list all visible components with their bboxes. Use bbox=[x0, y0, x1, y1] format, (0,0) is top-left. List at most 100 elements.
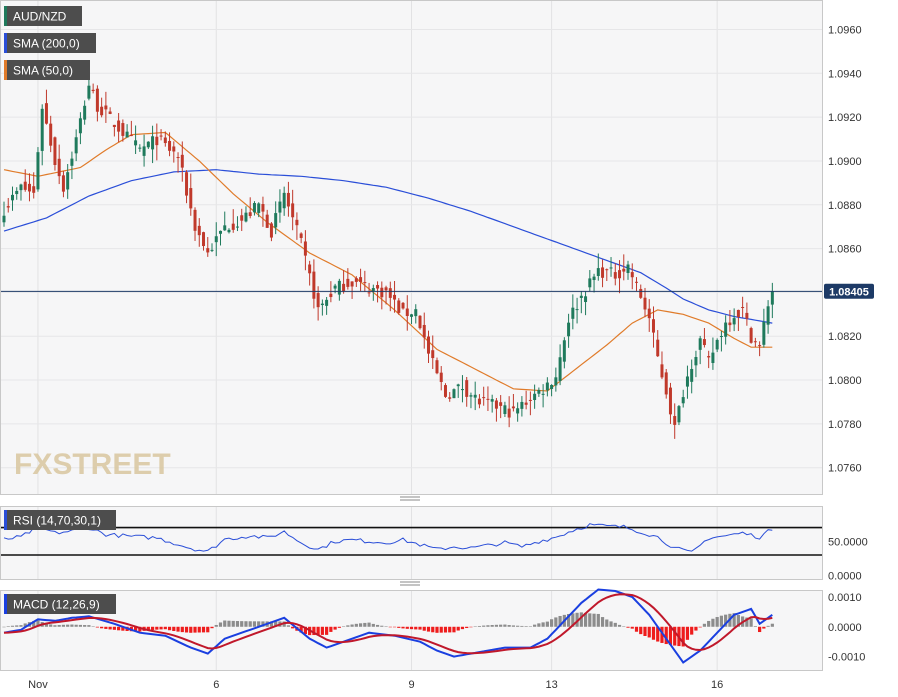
macd-histogram-bar bbox=[758, 626, 762, 633]
candle bbox=[295, 212, 299, 240]
x-tick-label: 6 bbox=[213, 679, 219, 691]
candle bbox=[27, 173, 31, 202]
candle bbox=[418, 315, 422, 330]
candle bbox=[49, 115, 53, 153]
macd-histogram-bar bbox=[651, 626, 656, 640]
candle bbox=[53, 136, 57, 171]
legend-rsi[interactable]: RSI (14,70,30,1) bbox=[4, 510, 116, 530]
macd-histogram-bar bbox=[401, 626, 405, 629]
macd-histogram-bar bbox=[210, 626, 214, 629]
candle bbox=[579, 291, 583, 314]
candle bbox=[745, 302, 749, 326]
macd-layer bbox=[2, 588, 774, 664]
candle bbox=[74, 129, 78, 162]
macd-histogram-bar bbox=[286, 625, 291, 627]
candle bbox=[601, 259, 605, 288]
candle bbox=[596, 253, 600, 281]
candle bbox=[371, 284, 375, 301]
macd-histogram-bar bbox=[762, 626, 766, 629]
candle bbox=[2, 201, 6, 227]
macd-histogram-bar bbox=[579, 612, 583, 627]
candle bbox=[210, 243, 214, 253]
macd-histogram-bar bbox=[698, 626, 702, 628]
legend-sma200-label: SMA (200,0) bbox=[13, 37, 80, 51]
candle bbox=[545, 377, 549, 397]
candle bbox=[44, 89, 48, 125]
macd-histogram-bar bbox=[592, 613, 596, 627]
candle bbox=[151, 125, 155, 164]
macd-histogram-bar bbox=[405, 626, 409, 629]
candle bbox=[422, 312, 426, 349]
candle bbox=[40, 104, 44, 166]
legend-aud-nzd[interactable]: AUD/NZD bbox=[4, 6, 82, 26]
candle bbox=[749, 326, 753, 344]
macd-histogram-bar bbox=[647, 626, 651, 638]
macd-histogram-bar bbox=[473, 626, 477, 628]
candle bbox=[528, 391, 532, 416]
candle bbox=[291, 189, 295, 231]
candle bbox=[286, 181, 290, 217]
sma200-path bbox=[3, 169, 773, 324]
candle bbox=[401, 302, 405, 310]
candle bbox=[202, 231, 206, 251]
macd-histogram-bar bbox=[583, 612, 588, 627]
candle bbox=[70, 151, 74, 180]
candle bbox=[690, 359, 694, 394]
macd-histogram-bar bbox=[634, 626, 639, 632]
macd-histogram-bar bbox=[575, 612, 579, 627]
macd-histogram-bar bbox=[397, 626, 401, 628]
macd-histogram-bar bbox=[605, 619, 609, 627]
candle bbox=[108, 107, 112, 115]
macd-histogram-bar bbox=[167, 626, 172, 631]
candle bbox=[168, 132, 172, 157]
legend-macd[interactable]: MACD (12,26,9) bbox=[4, 594, 116, 614]
macd-histogram-bar bbox=[588, 613, 592, 627]
macd-histogram-bar bbox=[499, 624, 503, 627]
candle bbox=[66, 164, 70, 199]
candle bbox=[384, 285, 388, 305]
macd-histogram-bar bbox=[138, 626, 142, 632]
candle bbox=[252, 201, 256, 216]
candle bbox=[172, 141, 176, 163]
macd-histogram-bar bbox=[350, 624, 354, 627]
candle bbox=[32, 172, 36, 199]
price-tick-label: 1.0960 bbox=[828, 24, 862, 36]
candle bbox=[482, 386, 486, 406]
macd-histogram-bar bbox=[197, 626, 201, 633]
macd-histogram-bar bbox=[163, 626, 167, 630]
candle bbox=[533, 384, 537, 409]
macd-histogram-bar bbox=[316, 626, 320, 635]
candle bbox=[363, 270, 367, 292]
candle bbox=[613, 263, 617, 286]
rsi-panel-handle[interactable] bbox=[400, 496, 420, 501]
legend-macd-label: MACD (12,26,9) bbox=[13, 598, 100, 612]
price-tick-label: 1.0900 bbox=[828, 156, 862, 168]
macd-histogram-bar bbox=[57, 624, 61, 627]
candle bbox=[218, 230, 222, 246]
candle bbox=[618, 260, 622, 294]
macd-histogram-bar bbox=[95, 626, 99, 628]
macd-histogram-bar bbox=[36, 620, 40, 627]
macd-histogram-bar bbox=[596, 613, 600, 627]
macd-histogram-bar bbox=[418, 626, 422, 630]
candle bbox=[728, 309, 732, 332]
macd-histogram-bar bbox=[291, 626, 295, 629]
legend-sma50[interactable]: SMA (50,0) bbox=[4, 60, 90, 80]
macd-histogram-bar bbox=[244, 621, 248, 627]
candle bbox=[146, 141, 150, 149]
candle bbox=[766, 300, 770, 334]
macd-histogram-bar bbox=[414, 626, 418, 630]
candle bbox=[707, 350, 711, 369]
price-tick-label: 1.0820 bbox=[828, 331, 862, 343]
legend-sma200[interactable]: SMA (200,0) bbox=[4, 33, 96, 53]
macd-histogram-bar bbox=[10, 625, 15, 627]
macd-histogram-bar bbox=[193, 626, 197, 633]
macd-histogram-bar bbox=[566, 614, 571, 627]
candle bbox=[134, 125, 138, 155]
candle bbox=[316, 286, 320, 321]
candle bbox=[83, 100, 87, 125]
candle bbox=[36, 147, 40, 192]
macd-histogram-bar bbox=[261, 621, 265, 627]
macd-histogram-bar bbox=[660, 626, 664, 643]
macd-panel-handle[interactable] bbox=[400, 581, 420, 586]
